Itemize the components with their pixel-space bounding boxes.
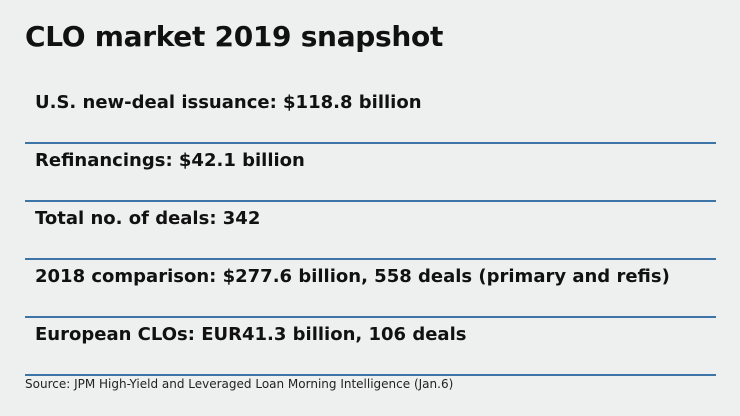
item-row: European CLOs: EUR41.3 billion, 106 deal…: [25, 320, 716, 376]
item-text: 2018 comparison: $277.6 billion, 558 dea…: [35, 266, 670, 287]
item-text: U.S. new-deal issuance: $118.8 billion: [35, 92, 422, 113]
source-note: Source: JPM High-Yield and Leveraged Loa…: [25, 377, 454, 391]
item-text: Refinancings: $42.1 billion: [35, 150, 305, 171]
item-row: U.S. new-deal issuance: $118.8 billion: [25, 88, 716, 144]
item-text: Total no. of deals: 342: [35, 208, 261, 229]
item-row: 2018 comparison: $277.6 billion, 558 dea…: [25, 262, 716, 318]
title: CLO market 2019 snapshot: [25, 20, 444, 53]
item-row: Total no. of deals: 342: [25, 204, 716, 260]
item-text: European CLOs: EUR41.3 billion, 106 deal…: [35, 324, 467, 345]
item-row: Refinancings: $42.1 billion: [25, 146, 716, 202]
item-list: U.S. new-deal issuance: $118.8 billion Re…: [25, 88, 716, 378]
